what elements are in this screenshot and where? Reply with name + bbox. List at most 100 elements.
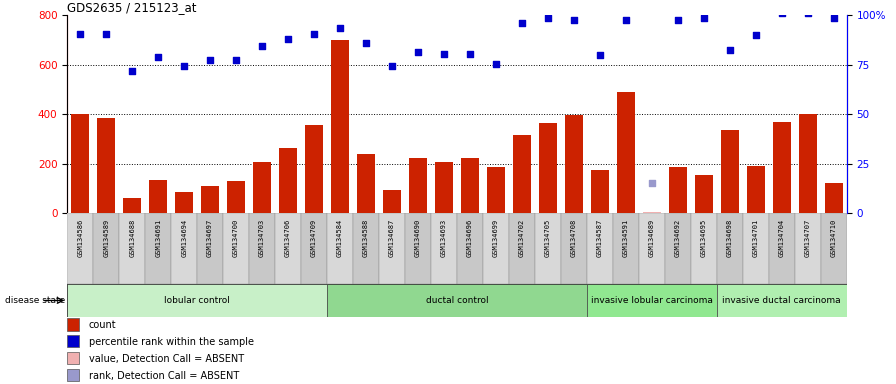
Text: GSM134705: GSM134705 [545,219,551,257]
Point [748,32,762,38]
Point [384,63,399,69]
Bar [691,213,717,284]
Bar [175,192,194,213]
Text: GSM134589: GSM134589 [103,219,109,257]
Text: invasive lobular carcinoma: invasive lobular carcinoma [590,296,713,305]
Bar [383,190,401,213]
Bar [457,213,483,284]
Bar [67,318,79,331]
Bar [694,175,713,213]
Bar [513,135,531,213]
Point [410,50,425,56]
Bar [123,198,142,213]
Point [151,54,165,60]
Bar [93,213,119,284]
Text: GSM134697: GSM134697 [207,219,213,257]
Bar [379,213,405,284]
Bar [327,213,353,284]
Bar [149,180,168,213]
Bar [564,116,583,213]
Bar [717,213,743,284]
Bar [331,40,349,213]
Text: GSM134700: GSM134700 [233,219,239,257]
Text: lobular control: lobular control [164,296,230,305]
Point [306,31,321,37]
Text: GSM134706: GSM134706 [285,219,291,257]
Bar [798,114,817,213]
Text: GSM134693: GSM134693 [441,219,447,257]
Text: GSM134687: GSM134687 [389,219,395,257]
Text: GSM134691: GSM134691 [155,219,161,257]
Bar [772,122,791,213]
Point [540,15,555,21]
Bar [538,123,557,213]
Bar [301,213,327,284]
Bar [717,284,847,317]
Text: GSM134710: GSM134710 [831,219,837,257]
Bar [249,213,275,284]
Bar [487,167,505,213]
Bar [431,213,457,284]
Text: disease state: disease state [5,296,65,305]
Bar [227,181,246,213]
Bar [201,186,220,213]
Bar [642,212,661,213]
Bar [461,157,479,213]
Bar [769,213,795,284]
Bar [668,167,687,213]
Point [514,20,529,26]
Point [774,10,788,16]
Bar [665,213,691,284]
Bar [119,213,145,284]
Text: GSM134588: GSM134588 [363,219,369,257]
Bar [509,213,535,284]
Bar [409,157,427,213]
Text: GSM134696: GSM134696 [467,219,473,257]
Bar [67,335,79,348]
Text: count: count [89,320,116,330]
Bar [97,118,116,213]
Bar [275,213,301,284]
Bar [746,166,765,213]
Text: GSM134692: GSM134692 [675,219,681,257]
Text: ductal control: ductal control [426,296,488,305]
Bar [405,213,431,284]
Text: value, Detection Call = ABSENT: value, Detection Call = ABSENT [89,354,244,364]
Bar [353,213,379,284]
Bar [305,125,323,213]
Text: GSM134699: GSM134699 [493,219,499,257]
Point [358,40,373,46]
Text: invasive ductal carcinoma: invasive ductal carcinoma [722,296,841,305]
Bar [590,170,609,213]
Bar [197,213,223,284]
Point [488,61,503,67]
Bar [824,184,843,213]
Bar [67,284,327,317]
Bar [435,162,453,213]
Point [462,51,477,57]
Bar [171,213,197,284]
Bar [720,130,739,213]
Bar [587,284,717,317]
Point [644,180,659,187]
Point [73,31,88,37]
Text: GSM134587: GSM134587 [597,219,603,257]
Point [696,15,711,21]
Bar [795,213,821,284]
Bar [616,92,635,213]
Point [125,68,140,74]
Bar [743,213,769,284]
Point [202,57,217,63]
Text: GSM134704: GSM134704 [779,219,785,257]
Point [280,36,295,42]
Text: GSM134703: GSM134703 [259,219,265,257]
Bar [357,154,375,213]
Bar [145,213,171,284]
Point [826,15,840,21]
Text: GSM134694: GSM134694 [181,219,187,257]
Text: rank, Detection Call = ABSENT: rank, Detection Call = ABSENT [89,371,239,381]
Bar [67,352,79,364]
Point [177,63,191,69]
Bar [639,213,665,284]
Bar [821,213,847,284]
